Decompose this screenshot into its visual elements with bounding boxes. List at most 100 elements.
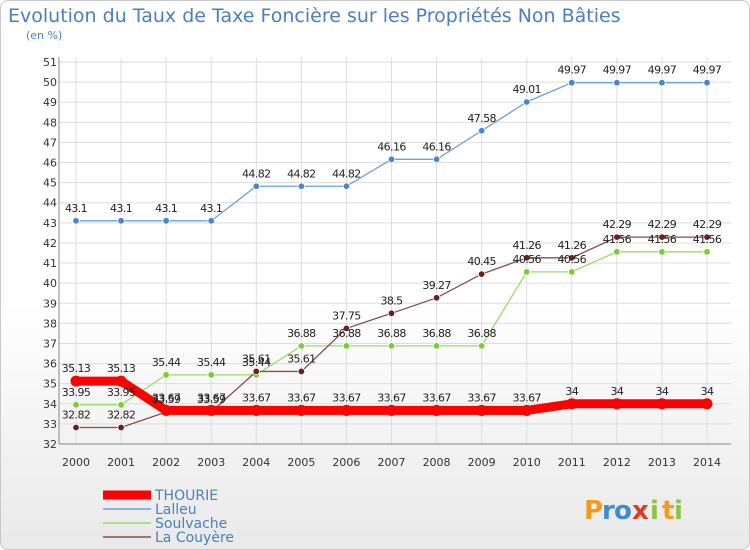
data-point	[613, 79, 621, 87]
data-label: 33.95	[107, 386, 136, 399]
data-label: 40.45	[467, 255, 496, 268]
data-label: 40.56	[512, 253, 541, 266]
x-tick-label: 2003	[197, 456, 225, 469]
data-point	[117, 401, 125, 409]
data-label: 33.67	[332, 391, 361, 404]
data-point	[523, 268, 531, 276]
x-tick-label: 2010	[513, 456, 541, 469]
legend-label: THOURIE	[154, 488, 218, 504]
data-point	[611, 398, 623, 410]
data-label: 33.67	[242, 391, 271, 404]
x-tick-label: 2009	[468, 456, 496, 469]
data-point	[477, 127, 486, 135]
data-label: 43.1	[200, 202, 222, 215]
data-point	[523, 254, 531, 262]
data-point	[342, 182, 351, 190]
data-label: 41.56	[648, 233, 677, 246]
chart-title: Evolution du Taux de Taxe Foncière sur l…	[8, 5, 621, 27]
data-label: 32.82	[62, 409, 91, 422]
logo-letter: x	[632, 496, 649, 526]
data-label: 33.67	[377, 391, 406, 404]
data-point	[340, 404, 352, 416]
data-label: 32.82	[107, 409, 136, 422]
data-label: 36.88	[287, 327, 316, 340]
data-label: 41.56	[603, 233, 632, 246]
x-tick-label: 2001	[107, 456, 135, 469]
data-point	[297, 342, 306, 350]
data-point	[432, 342, 441, 350]
data-point	[207, 371, 215, 379]
data-label: 49.01	[512, 83, 541, 96]
data-label: 36.88	[332, 327, 361, 340]
data-label: 33.67	[287, 391, 316, 404]
data-point	[205, 404, 217, 416]
data-point	[252, 367, 260, 376]
data-point	[70, 375, 82, 387]
data-point	[477, 270, 486, 278]
data-label: 42.29	[648, 218, 677, 231]
grid-lines	[59, 58, 731, 445]
data-point	[658, 248, 666, 256]
data-point	[703, 248, 711, 256]
legend-label: Soulvache	[155, 516, 227, 532]
data-label: 34	[565, 385, 578, 398]
data-point	[117, 217, 125, 225]
data-point	[72, 401, 80, 409]
logo-letter: t	[662, 496, 674, 526]
data-label: 41.26	[558, 239, 587, 252]
data-label: 49.97	[603, 64, 632, 77]
data-point	[432, 155, 441, 164]
data-point	[72, 217, 80, 225]
y-tick-label: 38	[43, 317, 57, 330]
data-point	[432, 294, 441, 302]
data-label: 35.13	[62, 362, 91, 375]
data-point	[252, 182, 260, 190]
x-tick-label: 2014	[693, 456, 721, 469]
data-point	[295, 404, 307, 416]
data-label: 46.16	[377, 140, 406, 153]
logo-letter: r	[602, 496, 615, 526]
y-tick-label: 49	[43, 96, 57, 109]
y-tick-label: 46	[43, 157, 57, 170]
data-point	[566, 398, 578, 410]
data-label: 35.44	[197, 356, 226, 369]
data-point	[656, 398, 668, 410]
data-point	[387, 155, 396, 164]
data-label: 33.59	[152, 393, 181, 406]
data-label: 43.1	[110, 202, 132, 215]
y-tick-label: 39	[43, 297, 57, 310]
data-labels: 43.1 43.1 43.1 43.1 44.82 44.82 44.82 46.16 46.1…	[62, 64, 723, 422]
x-tick-label: 2007	[378, 456, 406, 469]
data-point	[297, 367, 306, 376]
data-label: 46.16	[422, 140, 451, 153]
data-point	[476, 404, 488, 416]
data-label: 33.59	[197, 393, 226, 406]
data-point	[160, 404, 172, 416]
data-point	[162, 371, 170, 379]
data-point	[523, 98, 531, 106]
data-point	[658, 79, 666, 87]
data-label: 33.67	[512, 391, 541, 404]
data-label: 38.5	[380, 294, 403, 307]
data-point	[568, 79, 576, 87]
data-label: 42.29	[693, 218, 722, 231]
unit-label: (en %)	[26, 29, 63, 42]
x-tick-label: 2002	[152, 456, 180, 469]
data-label: 49.97	[558, 64, 587, 77]
data-label: 35.44	[152, 356, 181, 369]
logo-letter: i	[674, 496, 683, 526]
data-label: 33.67	[467, 391, 496, 404]
x-tick-label: 2000	[62, 456, 90, 469]
x-tick-label: 2008	[423, 456, 451, 469]
legend-label: Lalleu	[155, 502, 197, 518]
legend-label: La Couyère	[155, 530, 234, 546]
data-point	[521, 404, 533, 416]
data-point	[613, 248, 621, 256]
data-label: 35.44	[242, 356, 271, 369]
data-point	[72, 423, 80, 432]
data-label: 33.67	[422, 391, 451, 404]
y-tick-label: 50	[43, 76, 57, 89]
data-label: 33.67	[197, 391, 226, 404]
